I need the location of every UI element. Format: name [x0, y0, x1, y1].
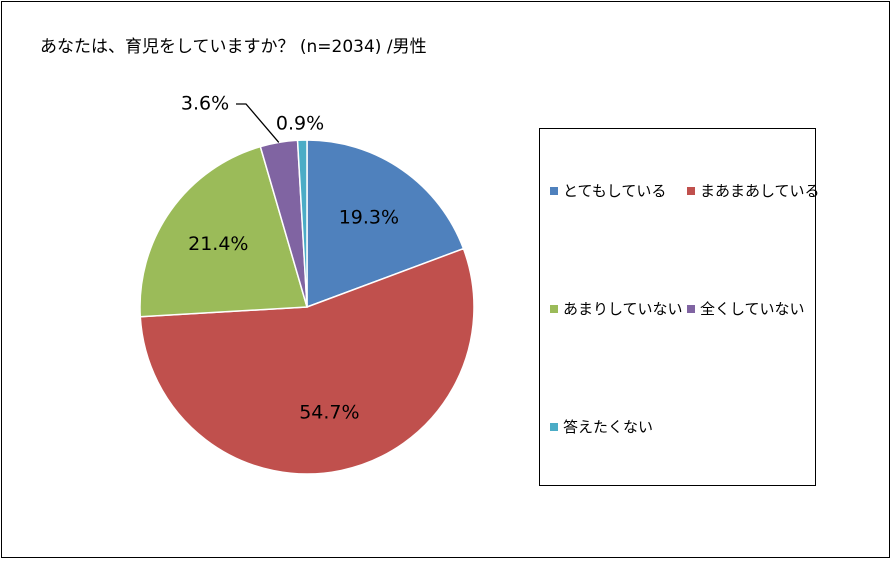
pie-slices — [139, 139, 475, 475]
legend-label: まあまあしている — [700, 182, 820, 200]
legend-item-amari: あまりしていない — [550, 298, 683, 319]
data-label-maamaa: 54.7% — [299, 402, 359, 424]
legend-item-kotaetakunai: 答えたくない — [550, 416, 653, 437]
chart-title: あなたは、育児をしていますか？ (n=2034) /男性 — [40, 37, 427, 57]
data-label-kotaetakunai: 0.9% — [276, 113, 324, 135]
leader-line-mattaku — [236, 103, 280, 143]
legend-swatch — [687, 304, 695, 313]
legend-swatch — [687, 186, 695, 195]
legend-item-maamaa: まあまあしている — [687, 180, 820, 201]
pie-slice-maamaa — [139, 247, 475, 475]
pie-slice-kotaetakunai — [296, 139, 308, 308]
pie-slice-totemo — [306, 139, 465, 309]
legend: とてもしている まあまあしている あまりしていない 全くしていない 答えたくない — [539, 128, 820, 486]
legend-swatch — [550, 422, 558, 431]
data-labels: 19.3% 54.7% 21.4% 3.6% 0.9% — [181, 93, 399, 424]
legend-label: 答えたくない — [563, 418, 654, 436]
legend-item-totemo: とてもしている — [550, 180, 666, 201]
legend-label: あまりしていない — [563, 300, 683, 318]
pie-slice-amari — [139, 145, 308, 318]
data-label-totemo: 19.3% — [339, 206, 399, 228]
legend-item-mattaku: 全くしていない — [687, 298, 805, 319]
data-label-amari: 21.4% — [188, 233, 248, 255]
legend-swatch — [550, 304, 558, 313]
leader-lines — [236, 103, 280, 143]
legend-swatch — [550, 186, 558, 195]
data-label-mattaku: 3.6% — [181, 93, 229, 115]
legend-label: 全くしていない — [700, 300, 805, 318]
legend-label: とてもしている — [563, 182, 667, 200]
